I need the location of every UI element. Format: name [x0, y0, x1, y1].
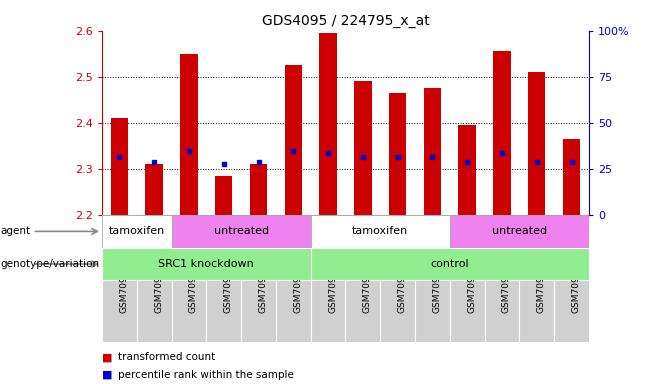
Bar — [172, 215, 311, 248]
Bar — [389, 93, 406, 215]
Bar — [311, 248, 589, 280]
Text: ■: ■ — [102, 369, 113, 380]
Text: genotype/variation: genotype/variation — [0, 259, 99, 269]
Bar — [172, 280, 207, 342]
Bar — [241, 280, 276, 342]
Bar — [554, 280, 589, 342]
Text: agent: agent — [0, 226, 30, 237]
Text: GSM709770: GSM709770 — [467, 258, 476, 313]
Bar — [215, 176, 232, 215]
Bar — [311, 280, 345, 342]
Text: GSM709765: GSM709765 — [189, 258, 198, 313]
Bar — [102, 248, 311, 280]
Bar — [137, 280, 172, 342]
Text: GSM709772: GSM709772 — [259, 258, 268, 313]
Text: ■: ■ — [102, 352, 113, 362]
Bar — [528, 72, 545, 215]
Text: percentile rank within the sample: percentile rank within the sample — [118, 369, 294, 380]
Bar — [345, 280, 380, 342]
Text: control: control — [430, 259, 469, 269]
Text: GSM709769: GSM709769 — [154, 258, 163, 313]
Text: GSM709766: GSM709766 — [363, 258, 372, 313]
Bar — [250, 164, 267, 215]
Text: untreated: untreated — [492, 226, 547, 237]
Bar — [102, 215, 172, 248]
Bar — [284, 65, 302, 215]
Text: GSM709771: GSM709771 — [224, 258, 233, 313]
Bar — [111, 118, 128, 215]
Bar — [563, 139, 580, 215]
Bar — [311, 215, 450, 248]
Bar — [102, 280, 137, 342]
Text: GSM709774: GSM709774 — [537, 258, 545, 313]
Bar — [450, 280, 484, 342]
Bar — [519, 280, 554, 342]
Bar — [415, 280, 450, 342]
Text: GSM709768: GSM709768 — [397, 258, 407, 313]
Text: GSM709775: GSM709775 — [293, 258, 302, 313]
Text: GSM709767: GSM709767 — [119, 258, 128, 313]
Title: GDS4095 / 224795_x_at: GDS4095 / 224795_x_at — [262, 14, 429, 28]
Text: transformed count: transformed count — [118, 352, 216, 362]
Bar — [424, 88, 441, 215]
Text: GSM709777: GSM709777 — [432, 258, 442, 313]
Bar — [380, 280, 415, 342]
Bar — [207, 280, 241, 342]
Text: GSM709764: GSM709764 — [328, 258, 337, 313]
Bar — [494, 51, 511, 215]
Bar — [484, 280, 519, 342]
Text: GSM709773: GSM709773 — [502, 258, 511, 313]
Bar — [276, 280, 311, 342]
Text: tamoxifen: tamoxifen — [109, 226, 165, 237]
Bar — [319, 33, 337, 215]
Text: tamoxifen: tamoxifen — [352, 226, 409, 237]
Bar — [459, 125, 476, 215]
Bar — [450, 215, 589, 248]
Text: GSM709776: GSM709776 — [572, 258, 580, 313]
Bar — [145, 164, 163, 215]
Text: untreated: untreated — [214, 226, 268, 237]
Text: SRC1 knockdown: SRC1 knockdown — [159, 259, 254, 269]
Bar — [180, 54, 197, 215]
Bar — [354, 81, 372, 215]
